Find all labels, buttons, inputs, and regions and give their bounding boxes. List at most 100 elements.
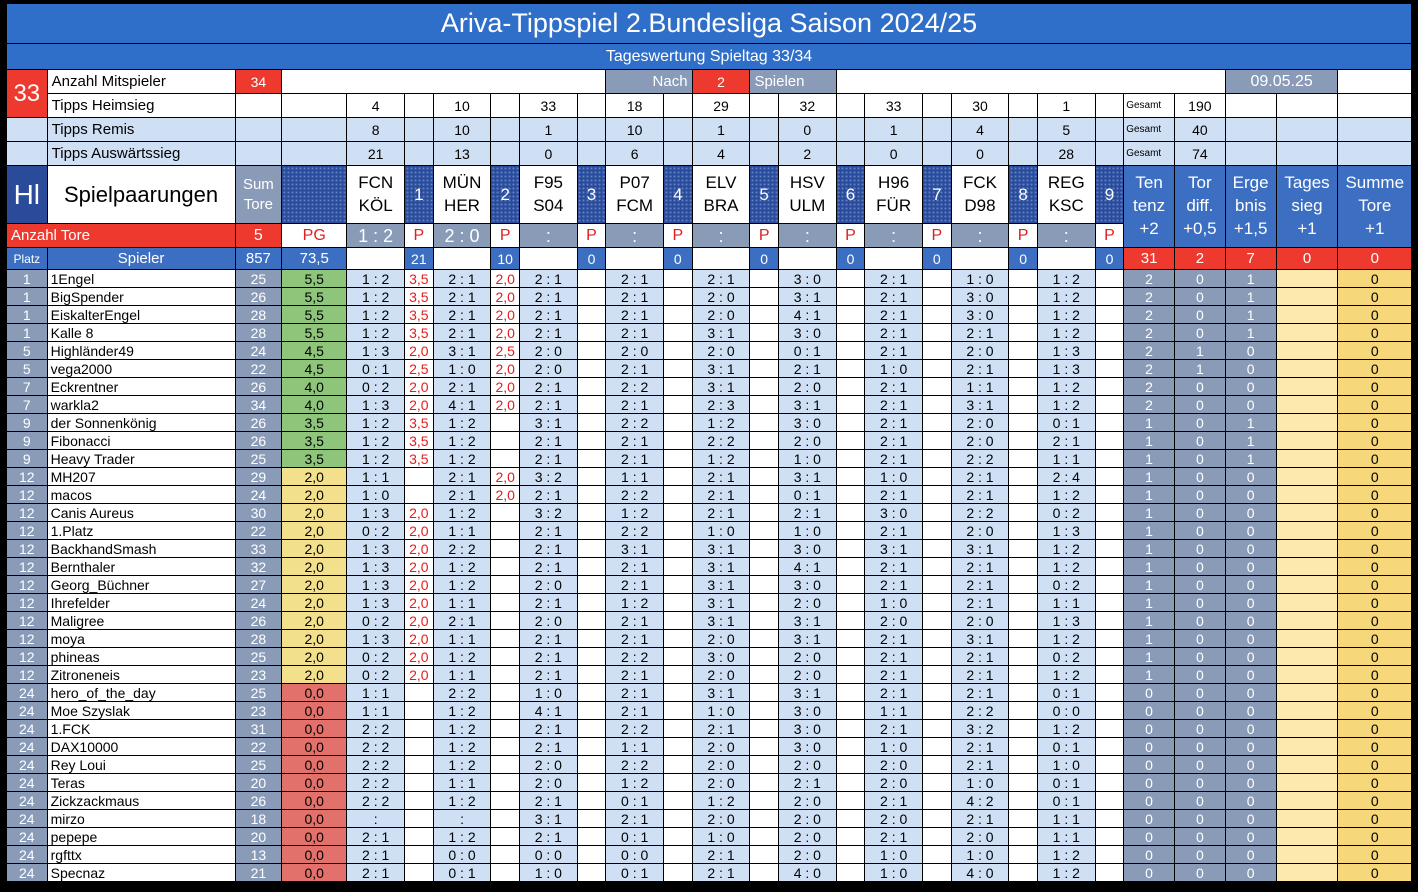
- player-points: [404, 701, 434, 720]
- player-place: 7: [6, 395, 48, 414]
- blank-cell: [1008, 117, 1038, 142]
- player-bonus: 2: [1123, 287, 1175, 306]
- player-tip: 2 : 1: [950, 593, 1010, 612]
- blank-cell: [835, 141, 866, 166]
- match-home-team: H96: [878, 173, 910, 193]
- points-header: P: [922, 223, 952, 248]
- blank-cell: [404, 93, 434, 118]
- blank-cell: [1224, 93, 1277, 118]
- blank-cell: [1008, 141, 1038, 166]
- standings-table: Ariva-Tippspiel 2.Bundesliga Saison 2024…: [6, 3, 1412, 882]
- player-tip: 3 : 0: [691, 647, 751, 666]
- player-points: [835, 791, 866, 810]
- player-tip: 1 : 3: [1036, 359, 1096, 378]
- player-points: [749, 557, 779, 576]
- player-pg: 0,0: [281, 827, 348, 846]
- player-tip: 1 : 2: [346, 431, 406, 450]
- player-tip: 1 : 2: [346, 413, 406, 432]
- player-tip: 1 : 2: [432, 701, 492, 720]
- player-tip: 2 : 0: [518, 755, 578, 774]
- player-bonus: 1: [1123, 485, 1175, 504]
- player-points: 2,0: [404, 575, 434, 594]
- player-name: BigSpender: [46, 287, 236, 306]
- player-pg: 2,0: [281, 485, 348, 504]
- player-tip: 1 : 2: [605, 503, 665, 522]
- match-pairing: P07 FCM: [605, 165, 665, 224]
- player-tip: 2 : 1: [864, 305, 924, 324]
- player-bonus: 1: [1224, 449, 1277, 468]
- player-points: [749, 575, 779, 594]
- player-points: [835, 305, 866, 324]
- player-bonus: 1: [1123, 665, 1175, 684]
- player-points: 2,0: [490, 467, 520, 486]
- player-points: [749, 341, 779, 360]
- player-sum-tore: 22: [234, 737, 283, 756]
- player-points: [490, 755, 520, 774]
- player-pg: 5,5: [281, 323, 348, 342]
- player-points: [1094, 521, 1125, 540]
- player-points: [835, 269, 866, 288]
- player-points: 3,5: [404, 413, 434, 432]
- player-sum-tore: 25: [234, 449, 283, 468]
- player-tip: 0 : 1: [605, 791, 665, 810]
- player-place: 24: [6, 863, 48, 882]
- sum-total: 857: [234, 247, 283, 270]
- player-tip: 1 : 3: [346, 629, 406, 648]
- points-header: P: [1008, 223, 1038, 248]
- player-place: 12: [6, 557, 48, 576]
- player-points: [749, 611, 779, 630]
- player-points: [749, 521, 779, 540]
- player-tip: 2 : 1: [950, 323, 1010, 342]
- player-tip: 0 : 2: [1036, 575, 1096, 594]
- player-tip: 3 : 1: [777, 395, 837, 414]
- gesamt-label: Gesamt: [1123, 93, 1175, 118]
- player-points: [749, 755, 779, 774]
- player-points: [576, 269, 607, 288]
- player-bonus: 0: [1224, 359, 1277, 378]
- player-points: [922, 449, 952, 468]
- player-tip: 1 : 2: [432, 413, 492, 432]
- player-points: [576, 557, 607, 576]
- player-tip: 1 : 2: [1036, 863, 1096, 882]
- player-tip: 2 : 1: [605, 269, 665, 288]
- player-bonus: 0: [1224, 467, 1277, 486]
- player-tip: 3 : 1: [691, 539, 751, 558]
- player-tip: 3 : 1: [950, 395, 1010, 414]
- bonus-header: Tages sieg +1: [1275, 165, 1339, 248]
- player-summe-tore: 0: [1337, 845, 1412, 864]
- tipps-heimsieg-count: 32: [777, 93, 837, 118]
- player-points: [663, 611, 693, 630]
- player-points: [749, 683, 779, 702]
- player-tip: 1 : 0: [864, 863, 924, 882]
- player-tip: 2 : 1: [605, 557, 665, 576]
- player-row: 24 Teras 20 0,0 2 : 2 1 : 1 2 : 0 1 : 2 2 : 0 2 :…: [6, 773, 1412, 792]
- player-tip: 0 : 1: [1036, 413, 1096, 432]
- bonus-line2: bnis: [1235, 196, 1267, 216]
- bonus-line1: Erge: [1232, 173, 1269, 193]
- player-points: [922, 377, 952, 396]
- player-pg: 2,0: [281, 539, 348, 558]
- player-tip: 2 : 2: [346, 755, 406, 774]
- player-points: 2,0: [404, 611, 434, 630]
- player-tip: 2 : 0: [691, 773, 751, 792]
- player-bonus: 0: [1123, 791, 1175, 810]
- player-tip: 2 : 1: [691, 269, 751, 288]
- player-tip: 0 : 1: [1036, 773, 1096, 792]
- player-sum-tore: 26: [234, 611, 283, 630]
- player-tip: 2 : 1: [691, 485, 751, 504]
- player-tagessieg: [1275, 377, 1339, 396]
- player-points: [576, 431, 607, 450]
- player-summe-tore: 0: [1337, 575, 1412, 594]
- player-points: [404, 773, 434, 792]
- tipps-remis-count: 0: [777, 117, 837, 142]
- player-tip: 1 : 3: [346, 557, 406, 576]
- player-points: 2,5: [490, 341, 520, 360]
- player-name: Zitroneneis: [46, 665, 236, 684]
- player-bonus: 0: [1123, 755, 1175, 774]
- match-points-total: 0: [922, 247, 952, 270]
- spielpaarungen-title: Spielpaarungen: [46, 165, 236, 224]
- match-home-team: FCN: [358, 173, 394, 193]
- player-tip: 2 : 1: [605, 449, 665, 468]
